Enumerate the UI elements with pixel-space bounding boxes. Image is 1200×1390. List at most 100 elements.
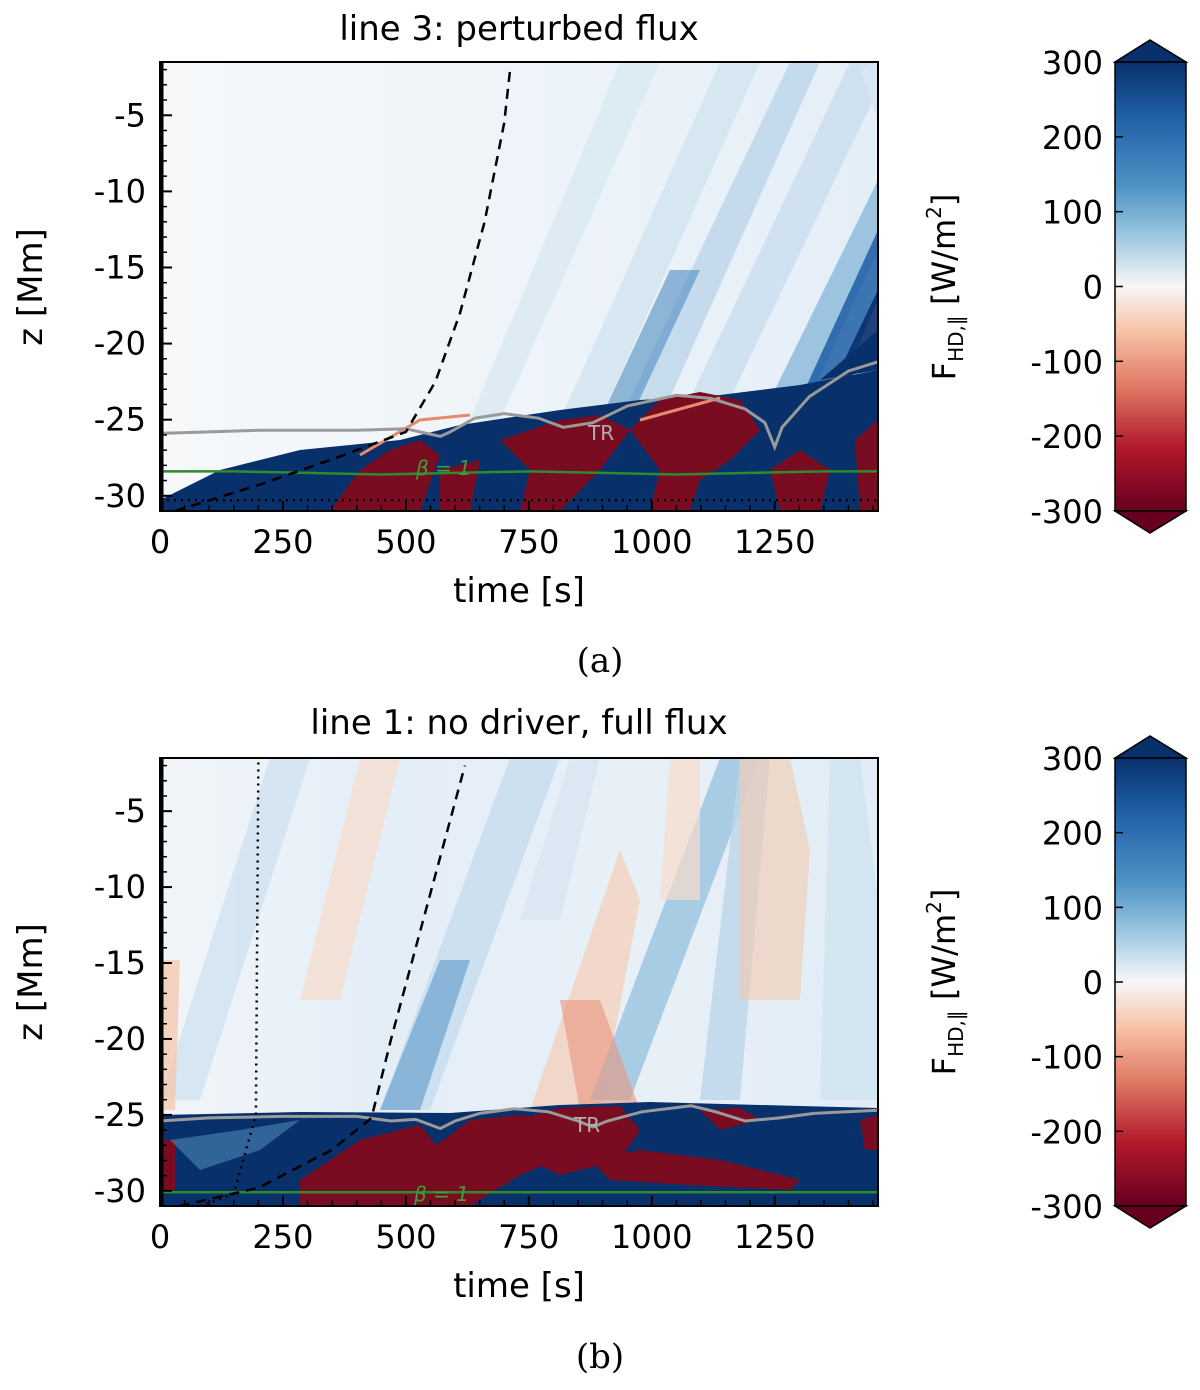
- colorbar-tick-label: -100: [1030, 343, 1103, 381]
- colorbar-tick-label: 0: [1083, 964, 1103, 1002]
- colorbar-tick-label: -300: [1030, 493, 1103, 531]
- heatmap-b: [160, 758, 878, 1206]
- y-tick-label: -15: [94, 944, 146, 982]
- y-tick-label: -10: [94, 868, 146, 906]
- y-axis-label-b: z [Mm]: [11, 923, 51, 1041]
- chromosphere-red: [590, 1150, 800, 1190]
- wave-streak: [530, 850, 640, 1110]
- chromosphere-edge: [639, 396, 721, 422]
- y-tick-label: -5: [114, 792, 146, 830]
- colorbar-tick-label: 200: [1042, 815, 1103, 853]
- heatmap-a: [160, 62, 878, 511]
- y-tick-label: -30: [94, 477, 146, 515]
- transition-region-line-b: [160, 1104, 878, 1131]
- wave-streak: [470, 62, 660, 420]
- plot-frame-b: [159, 757, 879, 1207]
- colorbar-tick-label: 100: [1042, 194, 1103, 232]
- chromosphere-red: [860, 1115, 878, 1150]
- colorbar-label-b: FHD,∥ [W/m2]: [922, 889, 968, 1076]
- chromosphere-red: [770, 450, 830, 511]
- panel-b: line 1: no driver, full flux: [11, 703, 1189, 1377]
- beta-label-a: β = 1: [415, 456, 471, 480]
- x-tick-label: 750: [498, 1218, 559, 1256]
- panel-label-a: (a): [577, 641, 624, 681]
- x-axis-label-b: time [s]: [453, 1266, 585, 1306]
- colorbar-bottom-extension-a: [1112, 510, 1189, 534]
- wave-streak: [740, 758, 810, 1000]
- wave-streak: [560, 1000, 640, 1110]
- panel-label-b: (b): [576, 1337, 624, 1377]
- dashed-line-b: [179, 765, 467, 1206]
- wave-streak: [760, 180, 878, 420]
- y-ticks-b: -5 -10 -15 -20 -25 -30: [94, 764, 172, 1210]
- y-tick-label: -20: [94, 325, 146, 363]
- x-tick-label: 1000: [611, 523, 692, 561]
- wave-streak: [660, 758, 700, 900]
- wave-streak: [160, 960, 180, 1110]
- x-tick-label: 0: [150, 523, 170, 561]
- dotted-line-b: [198, 758, 260, 1206]
- x-tick-label: 0: [150, 1218, 170, 1256]
- colorbar-ticks-a: 300 200 100 0 -100 -200 -300: [1030, 44, 1123, 531]
- colorbar-top-extension-b: [1112, 735, 1189, 759]
- y-tick-label: -10: [94, 172, 146, 210]
- colorbar-tick-label: 0: [1083, 269, 1103, 307]
- chromosphere-red: [700, 1108, 760, 1130]
- colorbar-body-a: [1114, 61, 1187, 512]
- colorbar-tick-label: 200: [1042, 119, 1103, 157]
- tr-label-b: TR: [573, 1113, 600, 1137]
- chromosphere-red: [500, 415, 630, 511]
- x-tick-label: 500: [375, 523, 436, 561]
- chromosphere-red: [160, 1140, 175, 1190]
- x-tick-label: 1250: [734, 523, 815, 561]
- wave-streak: [160, 758, 310, 1100]
- y-tick-label: -20: [94, 1020, 146, 1058]
- y-axis-label-a: z [Mm]: [11, 228, 51, 346]
- wave-streak: [800, 230, 878, 400]
- x-tick-label: 250: [252, 1218, 313, 1256]
- x-tick-label: 250: [252, 523, 313, 561]
- chromosphere-red: [630, 392, 760, 511]
- transition-region-line-a: [160, 360, 878, 452]
- wave-streak: [380, 960, 470, 1110]
- panel-a: line 3: perturbed flux: [11, 9, 1189, 681]
- wave-streak: [600, 270, 700, 420]
- chromosphere-edge: [359, 413, 471, 457]
- x-tick-label: 750: [498, 523, 559, 561]
- plot-frame-a: [159, 61, 879, 512]
- x-tick-label: 500: [375, 1218, 436, 1256]
- colorbar-tick-label: 300: [1042, 740, 1103, 778]
- wave-streak: [680, 62, 878, 420]
- y-tick-label: -30: [94, 1172, 146, 1210]
- tr-label-a: TR: [587, 421, 614, 445]
- wave-streak: [820, 758, 878, 1100]
- beta-one-line-a: [160, 470, 878, 476]
- colorbar-tick-label: -200: [1030, 418, 1103, 456]
- x-tick-label: 1250: [734, 1218, 815, 1256]
- x-ticks-b: 0 250 500 750 1000 1250: [150, 1196, 874, 1256]
- x-axis-label-a: time [s]: [453, 571, 585, 611]
- y-ticks-a: -5 -10 -15 -20 -25 -30: [94, 68, 172, 515]
- wave-streak: [860, 62, 878, 120]
- wave-streak: [300, 758, 400, 1000]
- colorbar-tick-label: -200: [1030, 1113, 1103, 1151]
- y-tick-label: -15: [94, 248, 146, 286]
- wave-streak: [590, 758, 760, 1100]
- colorbar-b: 300 200 100 0 -100 -200 -300 FHD,∥ [W/m2]: [922, 735, 1189, 1229]
- chromosphere-light: [170, 1120, 300, 1170]
- colorbar-ticks-b: 300 200 100 0 -100 -200 -300: [1030, 740, 1123, 1226]
- x-tick-label: 1000: [611, 1218, 692, 1256]
- y-tick-label: -5: [114, 96, 146, 134]
- wave-streak: [520, 758, 600, 920]
- colorbar-tick-label: 100: [1042, 889, 1103, 927]
- colorbar-a: 300 200 100 0 -100 -200 -300 FHD,∥ [W/m2]: [922, 39, 1189, 534]
- colorbar-tick-label: 300: [1042, 44, 1103, 82]
- colorbar-top-extension-a: [1112, 39, 1189, 63]
- chart-title-b: line 1: no driver, full flux: [310, 703, 727, 743]
- colorbar-tick-label: -100: [1030, 1039, 1103, 1077]
- wave-streak: [560, 62, 760, 420]
- x-ticks-a: 0 250 500 750 1000 1250: [150, 501, 874, 561]
- y-tick-label: -25: [94, 401, 146, 439]
- colorbar-label-a: FHD,∥ [W/m2]: [922, 194, 968, 381]
